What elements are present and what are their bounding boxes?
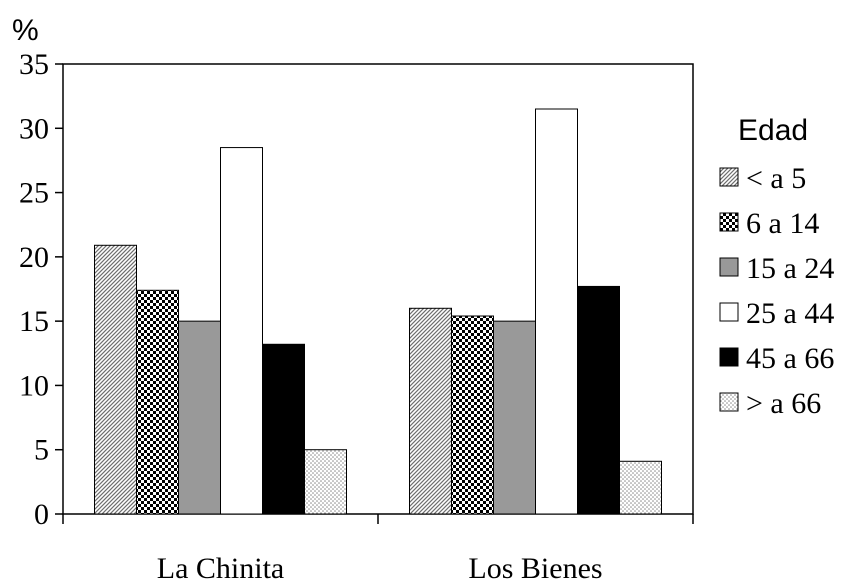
bar-los-bienes-s2 <box>493 320 536 515</box>
legend-swatch <box>719 392 739 412</box>
y-tick-label: 25 <box>19 177 49 210</box>
y-tick-label: 0 <box>34 498 49 531</box>
x-category-label: La Chinita <box>157 552 284 581</box>
bar-los-bienes-s4 <box>577 285 620 515</box>
y-tick-label: 15 <box>19 305 49 338</box>
y-axis: 0 5 10 15 20 25 30 35 <box>19 48 63 531</box>
legend-title: Edad <box>738 114 808 147</box>
legend: Edad < a 5 6 a 14 15 a 24 25 a 44 45 a 66 > a… <box>719 114 834 420</box>
bars-group <box>94 108 662 515</box>
bar-la-chinita-s1 <box>136 289 179 515</box>
bar-la-chinita-s4 <box>262 343 305 515</box>
bar-la-chinita-s5 <box>304 449 347 515</box>
legend-entry-label: 15 a 24 <box>746 252 834 285</box>
y-axis-label: % <box>12 14 39 47</box>
legend-entry-label: 6 a 14 <box>746 207 819 240</box>
bar-los-bienes-s3 <box>535 108 578 515</box>
legend-entry-label: 25 a 44 <box>746 297 834 330</box>
bar-la-chinita-s2 <box>178 320 221 515</box>
legend-swatch <box>719 347 739 367</box>
x-category-label: Los Bienes <box>468 552 602 581</box>
bar-los-bienes-s0 <box>409 307 452 515</box>
legend-entry-label: < a 5 <box>746 162 806 195</box>
bar-los-bienes-s1 <box>451 315 494 515</box>
legend-entry-label: > a 66 <box>746 387 821 420</box>
x-axis: La Chinita Los Bienes <box>62 514 694 581</box>
bar-los-bienes-s5 <box>619 460 662 515</box>
y-tick-label: 35 <box>19 48 49 81</box>
legend-entry-label: 45 a 66 <box>746 342 834 375</box>
bar-la-chinita-s0 <box>94 244 137 515</box>
y-tick-label: 10 <box>19 369 49 402</box>
y-tick-label: 30 <box>19 112 49 145</box>
legend-swatch <box>719 257 739 277</box>
legend-swatch <box>719 302 739 322</box>
y-tick-label: 20 <box>19 241 49 274</box>
legend-swatch <box>719 167 739 187</box>
bar-la-chinita-s3 <box>220 147 263 515</box>
y-tick-label: 5 <box>34 434 49 467</box>
legend-swatch <box>719 212 739 232</box>
